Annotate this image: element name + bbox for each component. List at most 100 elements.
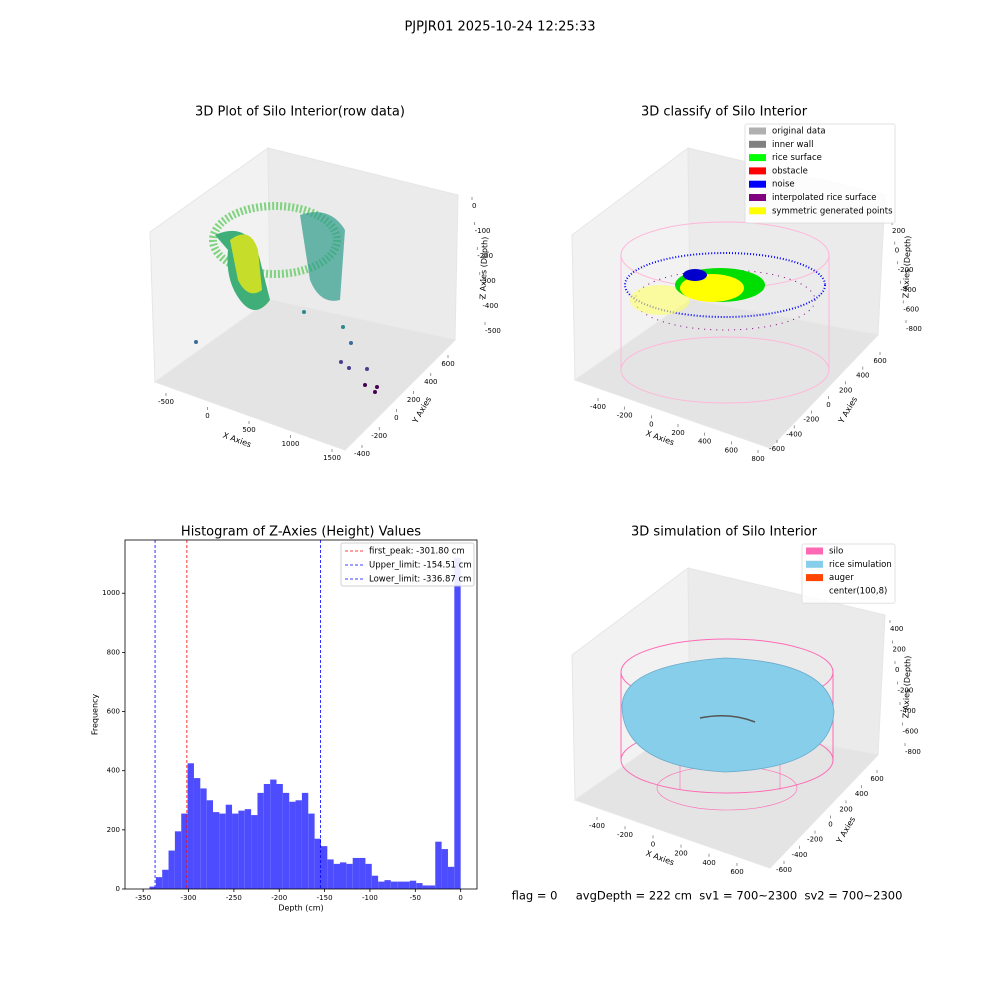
x-tick-label: 0 — [205, 412, 209, 420]
bar — [257, 792, 264, 889]
z-tick-label: 0 — [895, 247, 899, 255]
legend-box — [340, 542, 475, 587]
y-tick-label: 0 — [828, 821, 832, 829]
legend-swatch — [749, 154, 766, 162]
legend-box — [744, 123, 896, 224]
legend-swatch — [749, 180, 766, 188]
y-tick-label: 400 — [856, 372, 869, 380]
y-tick-label: 400 — [855, 790, 868, 798]
bar — [238, 810, 245, 889]
x-tick-label: -150 — [317, 894, 333, 902]
x-tick-label: 400 — [702, 859, 715, 867]
legend-swatch — [749, 127, 766, 135]
x-axis-label: X Axies — [645, 849, 676, 868]
bar — [276, 784, 283, 889]
legend-label: auger — [829, 573, 854, 583]
panel-title: 3D simulation of Silo Interior — [631, 525, 818, 540]
y-tick-label: -600 — [769, 445, 785, 453]
axes-frame — [124, 539, 478, 890]
x-tick-label: 0 — [458, 894, 462, 902]
z-tick-label: -300 — [480, 277, 496, 285]
z-tick-label: -200 — [898, 687, 914, 695]
z-axis-label: Z Axies (Depth) — [478, 237, 489, 300]
y-tick-label: -200 — [807, 836, 823, 844]
y-tick-label: -600 — [776, 866, 792, 874]
bar — [416, 883, 423, 889]
y-tick-label: -400 — [786, 430, 802, 438]
z-tick-label: 200 — [893, 646, 906, 654]
y-axis-label: Y Axies — [834, 815, 857, 845]
y-tick-label: 600 — [107, 708, 120, 716]
legend-label: inner wall — [772, 140, 813, 150]
bar — [187, 763, 194, 889]
bar — [320, 846, 328, 889]
legend-label: center(100,8) — [829, 586, 887, 596]
bar — [219, 813, 226, 889]
z-tick-label: -400 — [900, 707, 916, 715]
panel-3d-box — [571, 147, 886, 449]
bar — [270, 779, 277, 889]
z-tick-label: 0 — [472, 202, 476, 210]
y-tick-label: -400 — [792, 851, 808, 859]
legend-box — [801, 543, 896, 604]
legend-label: symmetric generated points — [772, 206, 893, 216]
y-tick-label: 400 — [107, 767, 120, 775]
bar — [149, 886, 156, 889]
y-tick-label: 200 — [407, 396, 420, 404]
x-tick-label: -50 — [410, 894, 421, 902]
y-axis-label: Frequency — [91, 694, 100, 736]
y-tick-label: -200 — [803, 416, 819, 424]
x-tick-label: -250 — [226, 894, 242, 902]
figure-title: PJPJR01 2025-10-24 12:25:33 — [404, 20, 595, 35]
status-text: flag = 0 avgDepth = 222 cm sv1 = 700~230… — [512, 889, 903, 903]
z-tick-label: -600 — [903, 728, 919, 736]
x-tick-label: -200 — [617, 412, 633, 420]
y-tick-label: 0 — [394, 414, 398, 422]
z-tick-label: -100 — [475, 227, 491, 235]
legend-swatch — [806, 547, 823, 555]
legend-label: obstacle — [772, 166, 808, 176]
bar — [441, 849, 448, 889]
z-tick-label: 400 — [890, 625, 903, 633]
z-tick-label: -200 — [898, 266, 914, 274]
z-axis-label: Z Axies (Depth) — [901, 236, 912, 299]
x-tick-label: -400 — [590, 403, 606, 411]
bar — [193, 778, 201, 889]
legend-label: noise — [772, 180, 795, 190]
z-tick-label: -200 — [477, 252, 493, 260]
bar — [174, 831, 182, 889]
legend-swatch — [806, 560, 823, 568]
bar — [206, 800, 213, 889]
legend-label: silo — [829, 547, 843, 557]
legend-swatch — [749, 194, 766, 201]
x-tick-label: 1500 — [323, 454, 341, 462]
z-tick-label: -800 — [906, 325, 922, 333]
bar — [447, 866, 455, 889]
bar — [365, 863, 372, 889]
bar — [428, 885, 436, 889]
bar — [340, 862, 347, 889]
y-tick-label: 400 — [424, 378, 437, 386]
bar — [308, 813, 315, 889]
panel-title: 3D Plot of Silo Interior(row data) — [195, 105, 405, 120]
y-axis-label: Y Axies — [836, 395, 859, 425]
bar — [397, 881, 404, 889]
bar — [327, 859, 334, 889]
bar — [346, 863, 353, 889]
bar — [232, 813, 239, 889]
bar — [213, 812, 220, 889]
y-tick-label: 1000 — [102, 589, 120, 597]
legend-swatch — [806, 587, 823, 595]
x-tick-label: -400 — [589, 822, 605, 830]
z-tick-label: -500 — [485, 327, 501, 335]
y-tick-label: 600 — [873, 357, 886, 365]
y-tick-label: -200 — [371, 432, 387, 440]
x-tick-label: -500 — [158, 398, 174, 406]
legend-label: interpolated rice surface — [772, 193, 877, 203]
x-tick-label: 200 — [671, 429, 684, 437]
y-tick-label: 200 — [107, 826, 120, 834]
legend-swatch — [749, 140, 766, 148]
x-tick-label: 600 — [725, 446, 738, 454]
x-tick-label: -200 — [617, 831, 633, 839]
